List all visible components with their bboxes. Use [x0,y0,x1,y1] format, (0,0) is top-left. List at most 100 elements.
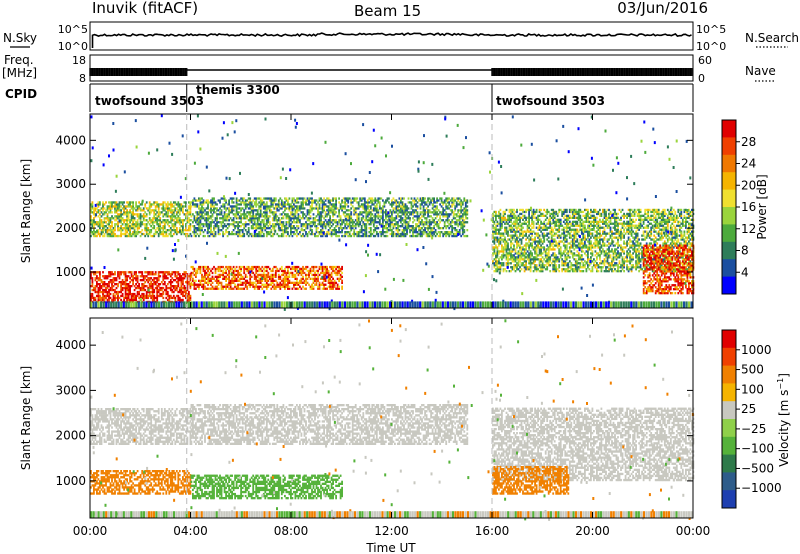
echo-cell [300,281,303,284]
echo-cell [177,290,180,294]
echo-cell [318,285,321,288]
echo-cell [90,277,92,280]
echo-cell [168,209,171,212]
echo-cell [285,229,288,232]
echo-cell [452,211,455,214]
echo-cell [265,197,268,200]
echo-cell [311,265,313,269]
echo-cell [338,267,340,271]
echo-cell [253,281,256,284]
echo-cell [297,217,300,220]
echo-cell [201,223,203,226]
echo-cell [109,281,112,284]
echo-cell [117,229,119,232]
echo-cell [265,203,268,206]
echo-cell [332,223,334,226]
echo-cell [193,269,196,273]
echo-cell [243,197,246,200]
echo-cell [124,207,127,210]
echo-cell [335,273,337,277]
echo-cell [267,207,270,210]
echo-cell [189,227,192,230]
echo-cell [114,211,116,214]
echo-cell [291,275,294,278]
echo-cell [330,281,333,284]
echo-cell [169,288,172,292]
echo-cell [204,223,206,226]
echo-cell [244,273,247,277]
echo-cell [213,232,215,236]
echo-cell [103,288,106,292]
echo-cell [177,298,180,302]
echo-cell [232,207,235,210]
echo-cell [255,271,258,275]
echo-cell [280,269,283,273]
echo-cell [207,229,209,232]
echo-cell [311,229,313,232]
echo-cell [302,232,304,236]
echo-cell [495,210,497,214]
echo-cell [300,267,303,271]
echo-cell [166,292,169,296]
echo-cell [324,199,327,202]
echo-cell [177,203,180,206]
echo-cell [172,219,175,222]
echo-cell [220,209,223,212]
echo-cell [205,213,208,216]
echo-cell [196,215,199,218]
echo-cell [180,288,183,292]
echo-cell [232,279,235,282]
echo-cell [199,215,202,218]
echo-cell [249,203,252,206]
echo-cell [166,213,169,216]
echo-cell [196,232,199,236]
echo-cell [157,290,160,294]
echo-cell [288,285,291,288]
echo-cell [156,298,159,302]
echo-cell [91,205,94,208]
echo-cell [271,273,274,277]
echo-cell [231,199,233,202]
echo-cell [445,211,448,214]
echo-cell [258,267,261,271]
echo-cell [190,271,193,275]
echo-cell [229,285,232,288]
echo-cell [126,277,128,280]
echo-cell [261,215,264,218]
echo-cell [294,221,297,224]
echo-cell [285,197,288,200]
echo-cell [198,219,200,222]
echo-cell [154,229,157,232]
echo-cell [162,292,165,296]
echo-cell [120,286,122,290]
echo-cell [120,271,122,274]
echo-cell [228,209,230,212]
echo-cell [287,207,289,210]
echo-cell [228,283,230,286]
echo-cell [127,285,130,288]
echo-cell [160,227,163,230]
echo-cell [424,197,426,200]
echo-cell [244,203,247,206]
echo-cell [267,273,270,277]
echo-cell [205,225,208,228]
echo-cell [493,266,496,269]
echo-cell [153,277,156,280]
echo-cell [288,209,291,212]
echo-cell [321,267,324,271]
echo-cell [235,269,238,273]
echo-cell [250,283,253,286]
echo-cell [171,277,174,280]
echo-cell [249,281,252,284]
echo-cell [374,234,377,238]
echo-cell [204,285,206,288]
echo-cell [258,281,261,284]
echo-cell [274,223,277,226]
echo-cell [308,269,310,273]
echo-cell [148,209,151,212]
echo-cell [252,227,255,230]
echo-cell [256,213,259,216]
echo-cell [290,217,292,220]
echo-cell [293,225,295,228]
echo-cell [198,225,200,228]
